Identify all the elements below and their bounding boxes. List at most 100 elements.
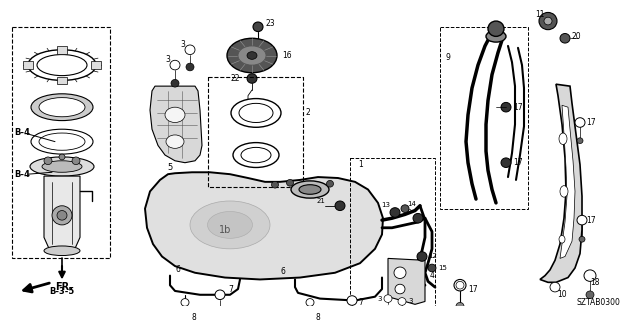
Text: 14: 14 <box>407 201 416 207</box>
Text: 5: 5 <box>168 163 173 172</box>
Circle shape <box>390 208 400 217</box>
Text: 6: 6 <box>280 267 285 276</box>
Circle shape <box>253 22 263 32</box>
Text: 21: 21 <box>316 198 325 204</box>
Circle shape <box>577 215 587 225</box>
Polygon shape <box>560 105 575 259</box>
Text: 7: 7 <box>358 298 363 307</box>
Polygon shape <box>44 176 80 251</box>
Polygon shape <box>388 259 425 304</box>
Text: 13: 13 <box>381 202 390 208</box>
Circle shape <box>385 306 391 312</box>
Circle shape <box>182 314 189 320</box>
Circle shape <box>501 158 511 167</box>
Bar <box>440 27 528 209</box>
Text: 18: 18 <box>590 278 600 287</box>
Bar <box>23 61 33 69</box>
Text: 22: 22 <box>230 74 240 83</box>
Circle shape <box>59 154 65 160</box>
Circle shape <box>349 313 355 320</box>
Text: FR.: FR. <box>55 282 73 292</box>
Circle shape <box>335 201 345 211</box>
Text: 3: 3 <box>166 55 170 64</box>
Circle shape <box>44 157 52 164</box>
Text: 3: 3 <box>408 299 413 304</box>
Text: 1b: 1b <box>219 225 231 235</box>
Circle shape <box>577 138 583 144</box>
Circle shape <box>52 206 72 225</box>
Ellipse shape <box>44 246 80 256</box>
Circle shape <box>399 310 405 316</box>
Circle shape <box>216 308 223 314</box>
Ellipse shape <box>239 103 273 123</box>
Text: 17: 17 <box>586 118 596 127</box>
Circle shape <box>398 298 406 305</box>
Text: 7: 7 <box>228 284 233 293</box>
Circle shape <box>560 34 570 43</box>
Circle shape <box>550 282 560 292</box>
Circle shape <box>394 267 406 278</box>
Circle shape <box>539 12 557 30</box>
Circle shape <box>181 299 189 306</box>
Circle shape <box>171 79 179 87</box>
Ellipse shape <box>299 185 321 194</box>
Bar <box>57 46 67 53</box>
Ellipse shape <box>190 201 270 249</box>
Circle shape <box>586 291 594 299</box>
Ellipse shape <box>231 99 281 127</box>
Text: 8: 8 <box>192 313 196 320</box>
Ellipse shape <box>31 129 93 154</box>
Text: 16: 16 <box>282 51 292 60</box>
Text: B-3-5: B-3-5 <box>49 287 75 296</box>
Circle shape <box>456 302 464 310</box>
Ellipse shape <box>28 50 96 80</box>
Circle shape <box>575 118 585 127</box>
Ellipse shape <box>486 31 506 42</box>
Bar <box>57 76 67 84</box>
Text: B-4: B-4 <box>14 170 30 179</box>
Text: SZTAB0300: SZTAB0300 <box>576 298 620 307</box>
Bar <box>208 76 303 187</box>
Ellipse shape <box>165 107 185 123</box>
Polygon shape <box>540 84 582 282</box>
Text: 10: 10 <box>557 290 567 299</box>
Ellipse shape <box>291 181 329 198</box>
Ellipse shape <box>559 133 567 145</box>
Ellipse shape <box>30 157 94 176</box>
Text: 17: 17 <box>468 284 477 293</box>
Polygon shape <box>145 172 383 279</box>
Text: 6: 6 <box>175 265 180 274</box>
Circle shape <box>185 45 195 54</box>
Circle shape <box>413 213 423 223</box>
Circle shape <box>186 63 194 71</box>
Text: 15: 15 <box>438 265 447 271</box>
Circle shape <box>579 236 585 242</box>
Circle shape <box>254 42 262 50</box>
Text: B-4: B-4 <box>14 128 30 137</box>
Ellipse shape <box>241 148 271 163</box>
Text: 17: 17 <box>513 103 523 112</box>
Ellipse shape <box>207 212 253 238</box>
Text: 1: 1 <box>358 160 363 169</box>
Circle shape <box>326 180 333 187</box>
Ellipse shape <box>227 38 277 73</box>
Circle shape <box>306 299 314 306</box>
Circle shape <box>584 270 596 281</box>
Circle shape <box>428 264 436 272</box>
Text: 11: 11 <box>535 10 545 19</box>
Text: 2: 2 <box>305 108 310 117</box>
Circle shape <box>271 181 278 188</box>
Text: 3: 3 <box>180 40 186 49</box>
Ellipse shape <box>31 94 93 121</box>
Text: 12: 12 <box>428 253 437 260</box>
Circle shape <box>307 314 314 320</box>
Ellipse shape <box>166 135 184 148</box>
Circle shape <box>544 17 552 25</box>
Circle shape <box>417 252 427 261</box>
Text: 9: 9 <box>445 53 450 62</box>
Text: 17: 17 <box>586 216 596 225</box>
Text: 3: 3 <box>378 296 382 302</box>
Text: 19: 19 <box>403 210 412 215</box>
Ellipse shape <box>560 186 568 197</box>
Text: 23: 23 <box>266 20 276 28</box>
